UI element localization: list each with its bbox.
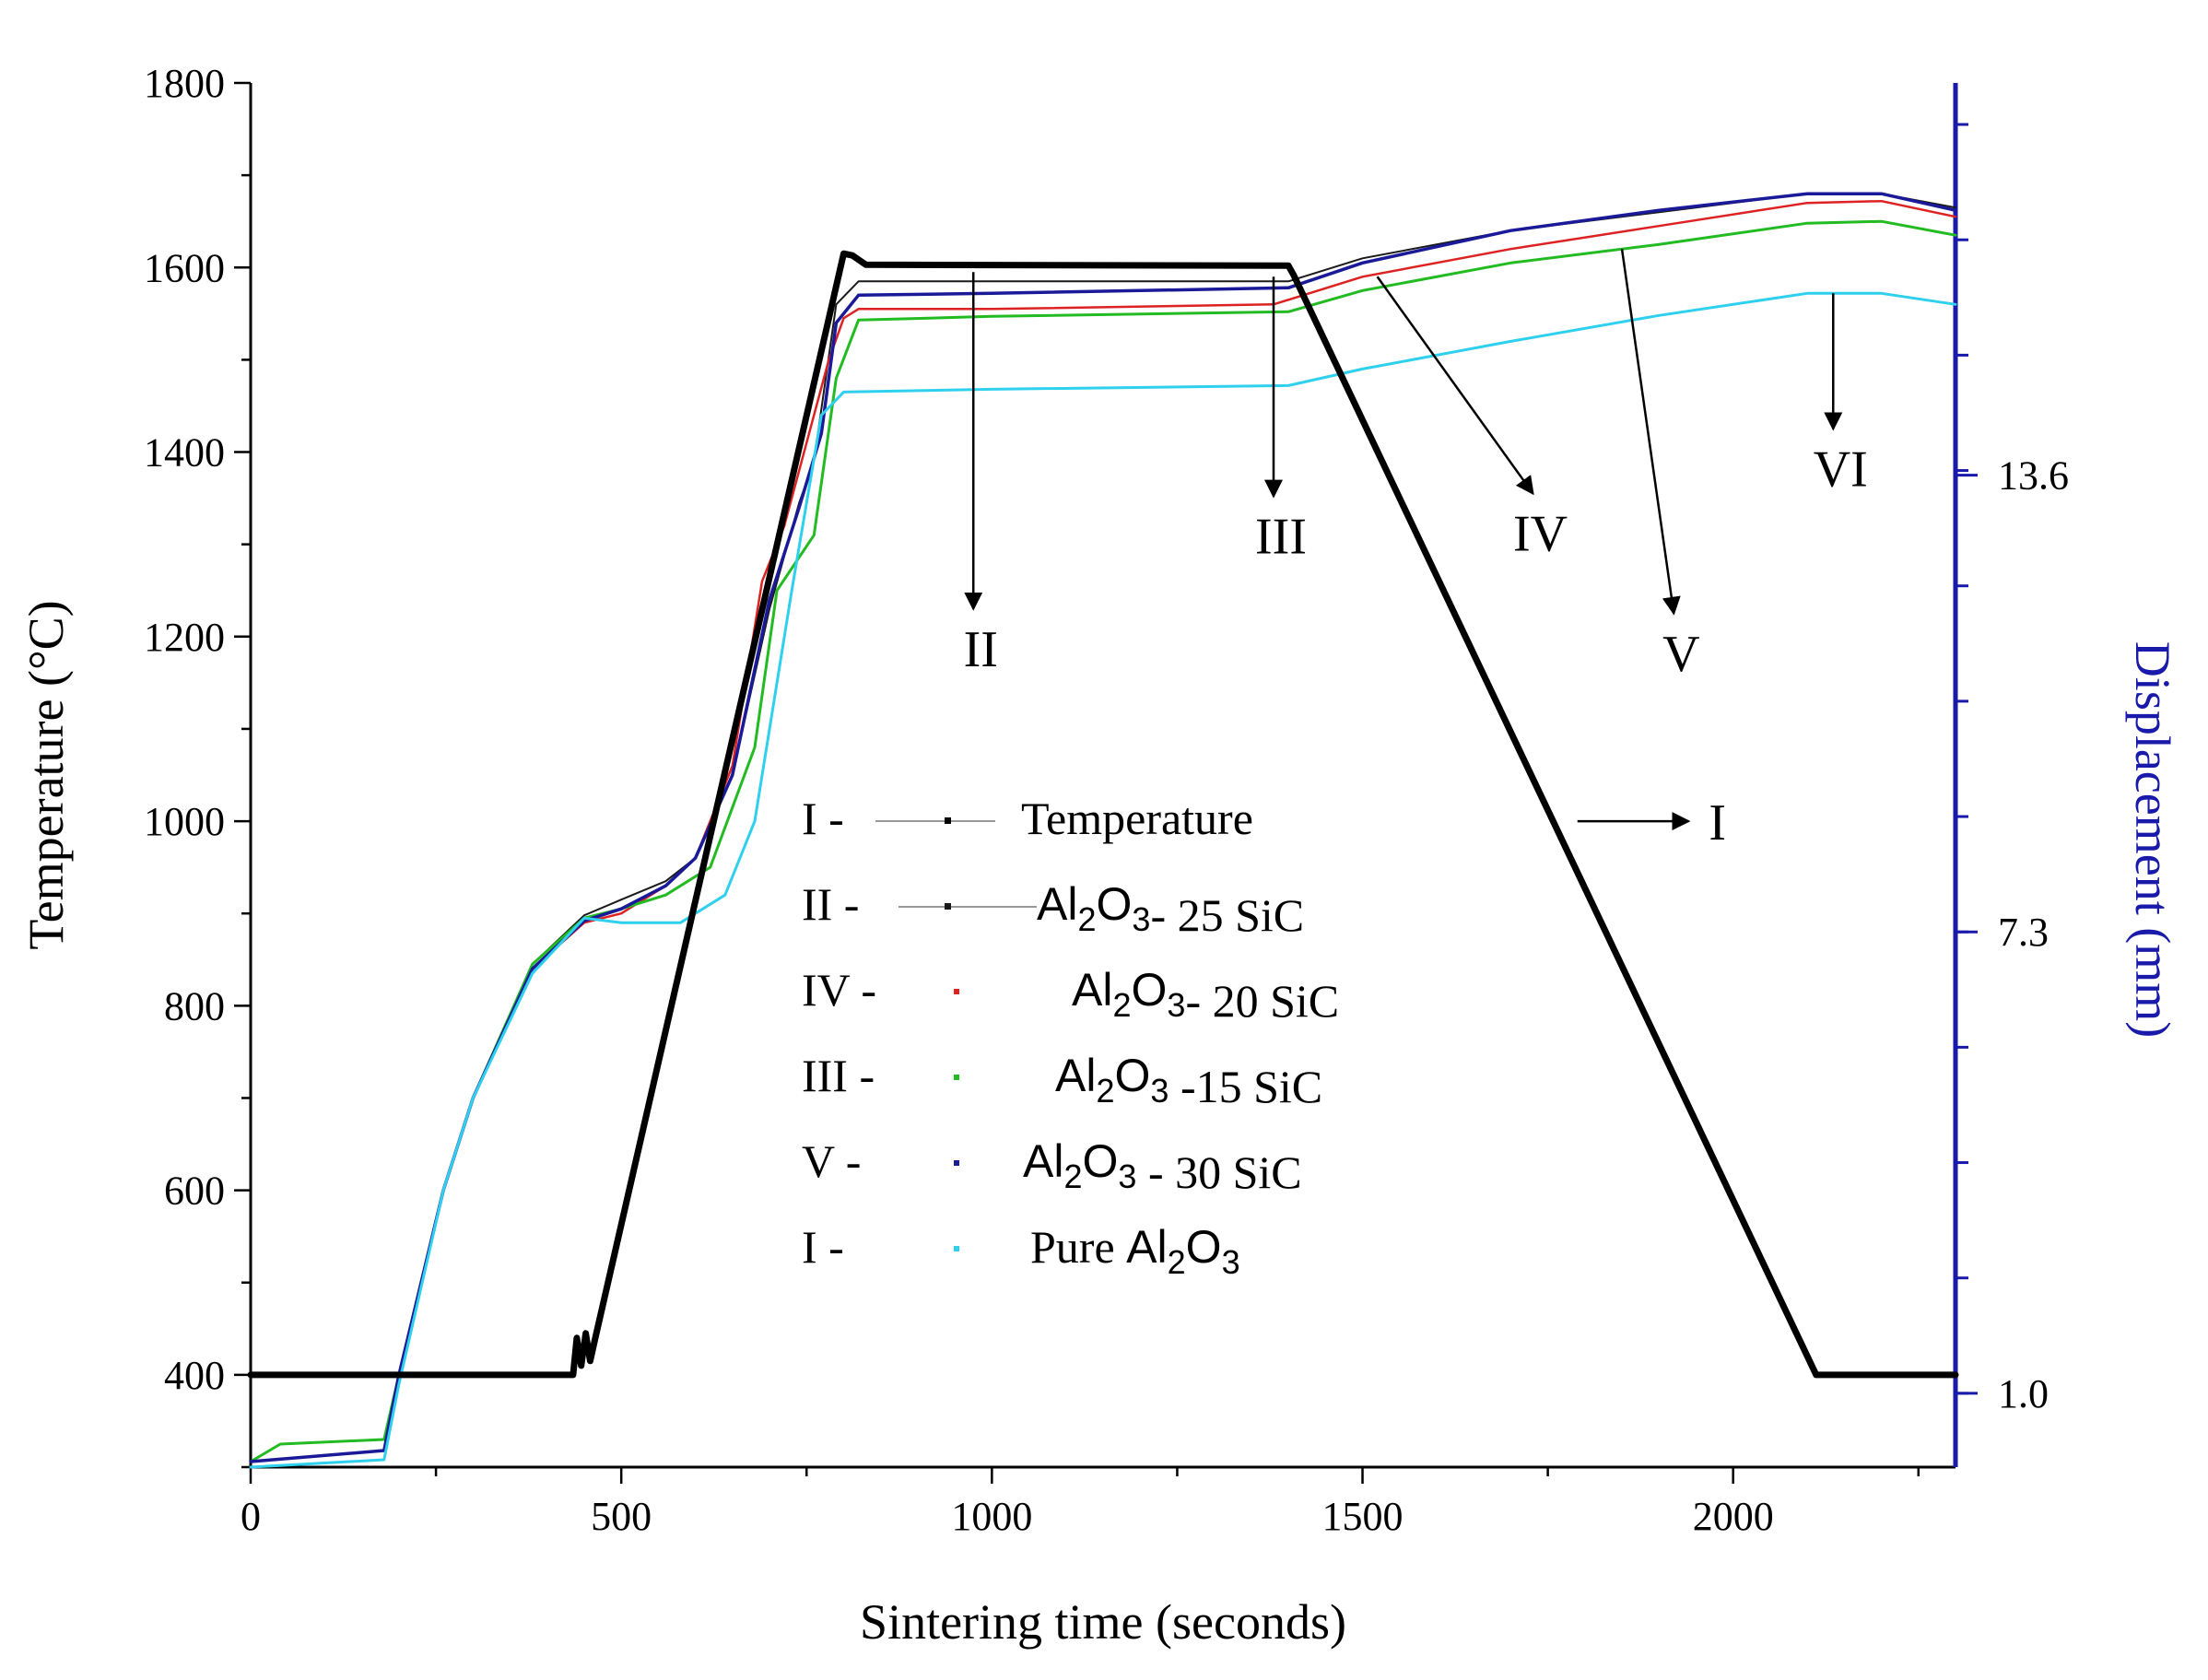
legend-label: Al2O3 - 30 SiC <box>1023 1135 1302 1198</box>
annotation-arrow <box>1620 249 1681 616</box>
legend-roman: V - <box>802 1135 861 1187</box>
y-tick-label: 1200 <box>144 615 225 660</box>
legend-roman: IV - <box>802 964 876 1016</box>
series-line-temperature <box>247 250 1959 1379</box>
legend-swatch-marker <box>954 1075 959 1080</box>
legend-swatch-marker <box>945 817 951 824</box>
annotation-label: IV <box>1513 506 1568 563</box>
legend-swatch-marker <box>954 1246 959 1251</box>
x-tick-label: 500 <box>591 1494 652 1539</box>
legend-label: Al2O3- 25 SiC <box>1037 878 1304 941</box>
legend-roman: III - <box>802 1050 875 1101</box>
y2-tick-label: 7.3 <box>1998 910 2049 955</box>
x-tick-label: 0 <box>241 1494 261 1539</box>
legend-swatch-marker <box>945 903 951 910</box>
y-tick-label: 400 <box>164 1353 225 1398</box>
legend-label: Temperature <box>1021 793 1253 844</box>
y2-tick-label: 1.0 <box>1998 1371 2049 1416</box>
legend-swatch-marker <box>954 1160 959 1166</box>
annotation-label: VI <box>1814 441 1868 499</box>
x-tick-label: 2000 <box>1693 1494 1774 1539</box>
legend-label: Al2O3- 20 SiC <box>1072 964 1339 1027</box>
y-axis-title: Temperature (°C) <box>18 600 74 949</box>
legend-swatch-marker <box>954 989 959 994</box>
annotation-label: III <box>1255 509 1307 566</box>
y-tick-label: 1000 <box>144 799 225 844</box>
y-tick-label: 1600 <box>144 245 225 290</box>
y-tick-label: 800 <box>164 983 225 1028</box>
legend-label: Pure Al2O3 <box>1030 1221 1240 1281</box>
legend-roman: II - <box>802 878 859 930</box>
legend-roman: I - <box>802 1221 844 1273</box>
annotation-label: II <box>964 621 998 678</box>
legend-label: Al2O3 -15 SiC <box>1055 1050 1322 1112</box>
y2-tick-label: 13.6 <box>1998 453 2069 499</box>
series-line-pure-al2o3 <box>249 291 1957 1469</box>
y-tick-label: 1400 <box>144 430 225 476</box>
y2-axis-title: Displacement (mm) <box>2125 641 2180 1038</box>
x-tick-label: 1500 <box>1322 1494 1403 1539</box>
y-tick-label: 1800 <box>144 61 225 106</box>
annotation-arrow <box>1376 276 1534 496</box>
annotation-label: I <box>1709 794 1726 852</box>
x-axis-title: Sintering time (seconds) <box>860 1594 1346 1650</box>
x-tick-label: 1000 <box>951 1494 1032 1539</box>
annotation-label: V <box>1662 626 1699 683</box>
y-tick-label: 600 <box>164 1169 225 1214</box>
legend-roman: I - <box>802 793 844 844</box>
